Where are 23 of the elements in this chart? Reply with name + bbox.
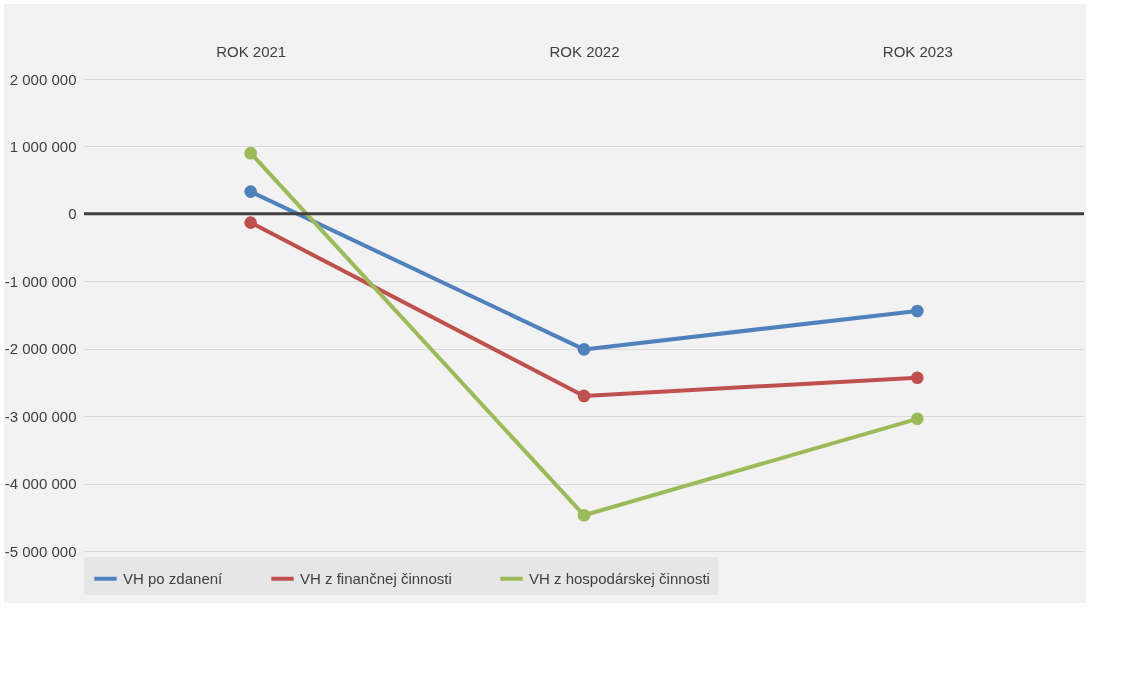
y-tick-label: -4 000 000: [4, 475, 77, 493]
x-tick-label: ROK 2022: [549, 42, 620, 60]
point: [911, 412, 924, 426]
y-tick-label: 0: [68, 205, 77, 223]
point: [577, 508, 591, 522]
point: [911, 304, 924, 318]
y-tick-label: -5 000 000: [4, 542, 77, 560]
y-tick-label: -2 000 000: [4, 340, 77, 358]
x-tick-label: ROK 2023: [882, 42, 953, 60]
point: [244, 216, 257, 229]
y-tick-label: 2 000 000: [9, 70, 77, 88]
legend-label: VH z hospodárskej činnosti: [529, 569, 710, 587]
y-tick-label: 1 000 000: [9, 137, 77, 155]
point: [577, 343, 591, 356]
point: [577, 389, 591, 403]
legend-label: VH po zdanení: [123, 569, 224, 587]
point: [244, 185, 257, 198]
y-tick-label: -1 000 000: [4, 272, 77, 290]
y-tick-label: -3 000 000: [4, 407, 77, 425]
point: [244, 146, 257, 160]
x-tick-label: ROK 2021: [216, 42, 287, 60]
point: [911, 371, 924, 385]
legend-label: VH z finančnej činnosti: [300, 569, 452, 587]
